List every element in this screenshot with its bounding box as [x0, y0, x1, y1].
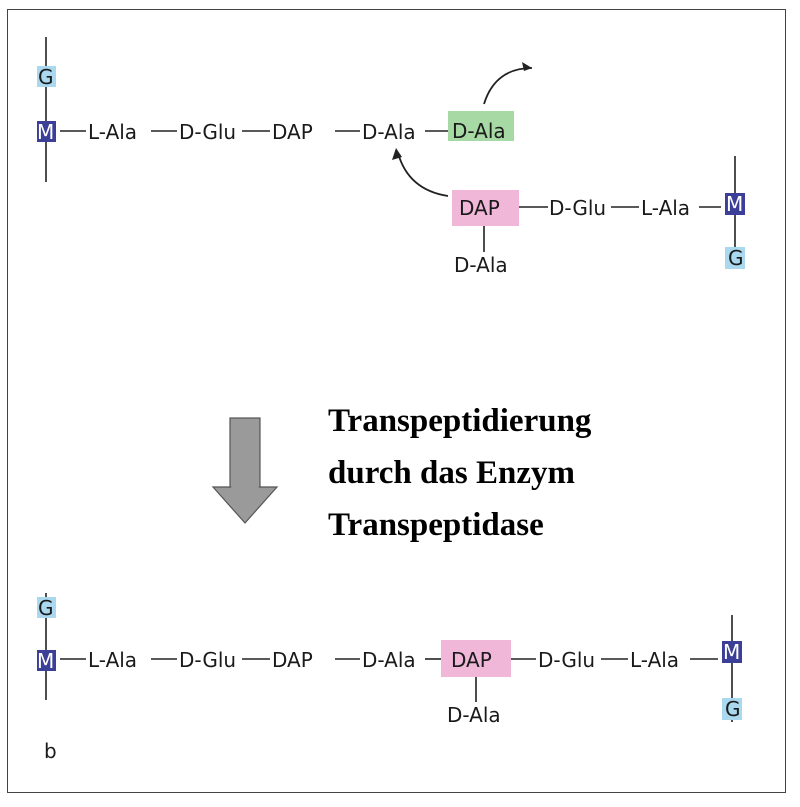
bottom-residue-6: D-Glu	[538, 648, 595, 672]
bottom-residue-7: L-Ala	[630, 648, 679, 672]
top-residue-3: DAP	[272, 120, 313, 144]
bottom-g-label: G	[38, 596, 54, 620]
bottom-g-box	[37, 597, 56, 618]
bottom-dap-box	[441, 640, 511, 677]
bottom-residue-1: L-Ala	[88, 648, 137, 672]
bottom-dap-branch-label: D-Ala	[447, 703, 501, 727]
side-m-label: M	[726, 192, 743, 216]
top-residue-2: D-Glu	[179, 120, 236, 144]
side-residue-1: D-Glu	[549, 196, 606, 220]
top-residue-4: D-Ala	[362, 120, 416, 144]
attack-arrow-head	[392, 148, 402, 160]
bottom-right-g-label: G	[725, 697, 741, 721]
top-g-box	[37, 66, 56, 87]
side-dap-branch-label: D-Ala	[454, 253, 508, 277]
bottom-right-m-label: M	[723, 640, 740, 664]
side-g-label: G	[728, 246, 744, 270]
caption-line-2: durch das Enzym	[328, 455, 575, 491]
diagram-frame	[7, 9, 786, 793]
bottom-residue-5: DAP	[451, 648, 492, 672]
bottom-m-box	[37, 650, 56, 671]
attack-arrow	[397, 152, 449, 197]
side-g-box	[725, 247, 745, 269]
top-residue-5: D-Ala	[452, 119, 506, 143]
top-terminal-d-ala-box	[448, 111, 514, 141]
panel-label: b	[44, 739, 57, 763]
bottom-residue-2: D-Glu	[179, 648, 236, 672]
top-m-label: M	[37, 120, 54, 144]
side-dap-box	[452, 190, 519, 226]
leaving-arrow	[483, 67, 533, 105]
top-g-label: G	[38, 65, 54, 89]
top-residue-1: L-Ala	[88, 120, 137, 144]
leaving-arrow-head	[522, 62, 532, 71]
bottom-right-m-box	[722, 641, 742, 663]
reaction-caption: Transpeptidierung durch das Enzym Transp…	[328, 395, 591, 551]
top-m-box	[37, 121, 56, 142]
side-residue-2: L-Ala	[641, 196, 690, 220]
bottom-residue-4: D-Ala	[362, 648, 416, 672]
bottom-m-label: M	[37, 649, 54, 673]
caption-line-1: Transpeptidierung	[328, 403, 592, 439]
bottom-right-g-box	[722, 698, 742, 720]
bottom-residue-3: DAP	[272, 648, 313, 672]
side-m-box	[725, 193, 745, 215]
reaction-arrow	[211, 417, 279, 524]
caption-line-3: Transpeptidase	[328, 507, 544, 543]
side-dap-label: DAP	[459, 196, 500, 220]
